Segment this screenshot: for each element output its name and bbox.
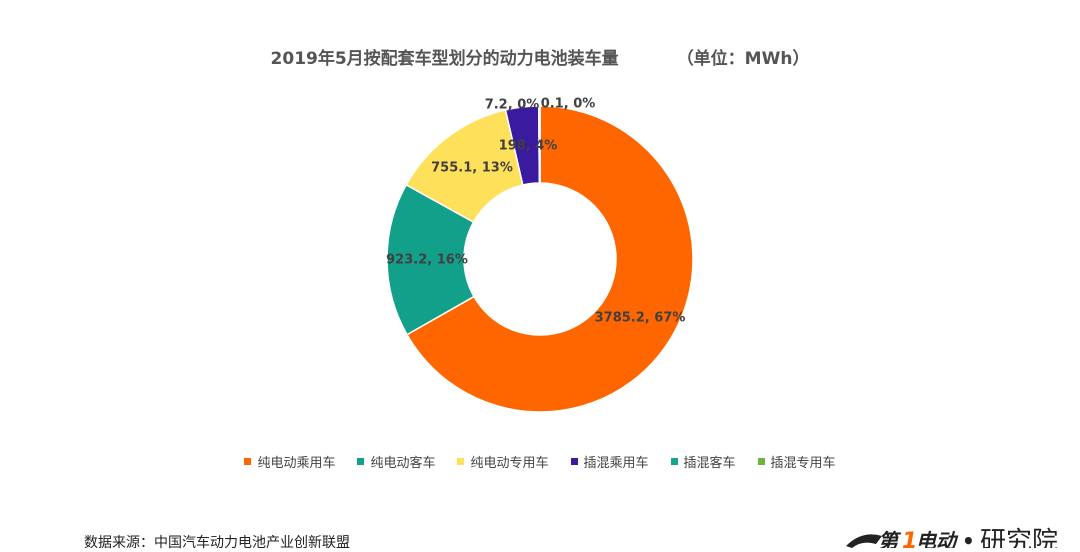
data-label: 3785.2, 67% (595, 311, 686, 326)
legend-swatch (571, 458, 578, 465)
legend-swatch (758, 458, 765, 465)
legend-label: 纯电动客车 (370, 452, 435, 471)
legend-item[interactable]: 纯电动专用车 (457, 452, 548, 471)
svg-text:第: 第 (878, 529, 902, 548)
svg-text:•: • (962, 529, 975, 548)
legend-item[interactable]: 插混乘用车 (571, 452, 649, 471)
legend-label: 插混客车 (684, 452, 736, 471)
legend-label: 纯电动专用车 (470, 452, 548, 471)
data-source-note: 数据来源：中国汽车动力电池产业创新联盟 (84, 532, 350, 552)
legend-item[interactable]: 插混专用车 (758, 452, 836, 471)
legend: 纯电动乘用车 纯电动客车 纯电动专用车 插混乘用车 插混客车 插混专用车 (0, 452, 1080, 471)
svg-text:研究院: 研究院 (980, 527, 1058, 548)
legend-item[interactable]: 插混客车 (671, 452, 736, 471)
legend-swatch (244, 458, 251, 465)
data-label: 198, 4% (499, 139, 558, 154)
brand-logo: 第 1 电动 • 研究院 (842, 524, 1072, 548)
data-label: 7.2, 0% (485, 98, 540, 113)
legend-swatch (457, 458, 464, 465)
legend-label: 插混专用车 (771, 452, 836, 471)
legend-item[interactable]: 纯电动客车 (357, 452, 435, 471)
data-label: 0.1, 0% (541, 97, 596, 112)
legend-label: 插混乘用车 (584, 452, 649, 471)
data-label: 755.1, 13% (431, 161, 513, 176)
legend-swatch (671, 458, 678, 465)
legend-label: 纯电动乘用车 (257, 452, 335, 471)
legend-item[interactable]: 纯电动乘用车 (244, 452, 335, 471)
data-label: 923.2, 16% (386, 253, 468, 268)
svg-text:电动: 电动 (916, 529, 959, 548)
legend-swatch (357, 458, 364, 465)
